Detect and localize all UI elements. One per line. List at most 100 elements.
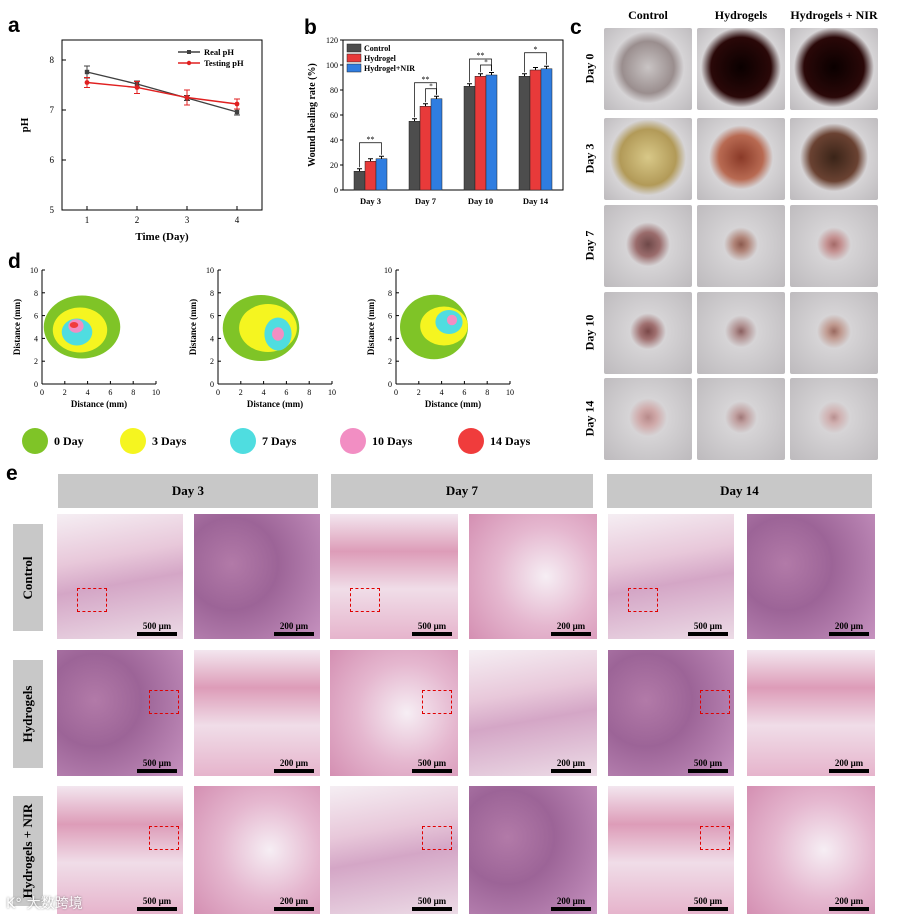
bar [474,76,487,191]
y-tick-label: 0 [34,380,38,389]
wound-photo [697,118,785,200]
photo-row-label: Day 0 [582,53,597,84]
y-axis-label: Distance (mm) [12,299,22,355]
bar [375,158,388,191]
photo-column-label: Hydrogels [714,8,768,22]
scale-bar-line [829,907,869,911]
y-tick-label: 6 [34,312,38,321]
scale-bar: 200 μm [829,896,869,911]
histology-image [747,786,875,914]
legend-marker [186,60,192,66]
x-tick-label: 6 [108,388,112,397]
scale-bar: 200 μm [551,621,591,636]
y-tick-label: 60 [330,111,338,120]
data-point [234,109,240,115]
data-point [134,85,140,90]
scale-bar: 500 μm [688,896,728,911]
data-point [84,80,90,85]
y-tick-label: 10 [384,266,392,275]
x-tick-label: 0 [216,388,220,397]
scale-bar-line [274,907,314,911]
x-tick-label: 10 [328,388,336,397]
data-point [184,95,190,100]
wound-photo [790,28,878,110]
panel-e-label: e [6,462,18,485]
legend-dot [458,428,484,454]
legend-label: 0 Day [54,434,84,448]
significance-bracket [480,64,492,73]
zoom-region-box [149,826,179,850]
y-tick-label: 8 [210,289,214,298]
x-axis-label: Time (Day) [135,231,189,243]
significance-label: * [534,45,538,54]
x-tick-label: 4 [235,215,240,225]
x-tick-label: 2 [417,388,421,397]
x-tick-label: 8 [307,388,311,397]
photo-row-label: Day 3 [582,143,597,174]
panel-d-label: d [8,250,21,273]
y-tick-label: 2 [210,357,214,366]
histology-image [469,650,597,776]
y-tick-label: 2 [34,357,38,366]
y-tick-label: 4 [34,334,38,343]
scale-bar-line [551,769,591,773]
histology-image [57,786,183,914]
panel-b-chart: 0 20 40 60 80 100 120 Wound healing rate (%) Day… [307,36,564,206]
histology-column-header: Day 3 [58,474,318,508]
contour-region [446,314,458,326]
x-tick-label: 2 [135,215,140,225]
significance-label: ** [422,75,430,84]
bar [408,121,421,191]
histology-image [194,514,320,639]
legend-label: Real pH [204,47,234,57]
significance-label: ** [477,51,485,60]
legend-swatch [346,43,362,53]
contour-map: 00 2 2 4 4 6 6 8 8 10 10 Distance (mm) Distance (mm) [188,266,336,409]
scale-bar: 200 μm [274,758,314,773]
zoom-region-box [422,690,452,714]
x-tick-label: 0 [40,388,44,397]
x-tick-label: 1 [85,215,90,225]
x-tick-label: 2 [239,388,243,397]
y-tick-label: 10 [30,266,38,275]
wound-photo [604,205,692,287]
scale-bar-line [829,632,869,636]
series-line [86,81,238,105]
x-tick-label: 4 [440,388,444,397]
x-axis-label: Distance (mm) [247,399,303,409]
scale-bar: 500 μm [412,896,452,911]
scale-bar: 200 μm [551,896,591,911]
histology-image [330,786,458,914]
scale-bar-line [412,769,452,773]
legend-swatch [346,53,362,63]
x-tick-label: 6 [462,388,466,397]
zoom-region-box [77,588,107,612]
legend-dot [340,428,366,454]
legend-label: 10 Days [372,434,413,448]
histology-row-label: Hydrogels [13,660,43,768]
significance-label: * [429,82,433,90]
scale-bar: 200 μm [274,896,314,911]
x-tick-label: 8 [485,388,489,397]
y-tick-label: 4 [388,334,392,343]
y-tick-label: 8 [50,55,55,65]
wound-photo [604,28,692,110]
scale-bar: 500 μm [412,758,452,773]
wound-photo [604,118,692,200]
scale-bar-line [137,769,177,773]
plot-frame [61,39,263,211]
panel-c-label: c [570,16,582,39]
contour-region [69,322,79,328]
bar [518,76,531,191]
legend-dot [22,428,48,454]
histology-column-header: Day 14 [607,474,872,508]
wound-photo [790,292,878,374]
y-axis-label: pH [19,117,31,132]
bar [529,69,542,191]
scale-bar-line [688,769,728,773]
histology-image [194,786,320,914]
y-tick-label: 6 [210,312,214,321]
x-tick-label: 2 [63,388,67,397]
scale-bar: 500 μm [137,896,177,911]
